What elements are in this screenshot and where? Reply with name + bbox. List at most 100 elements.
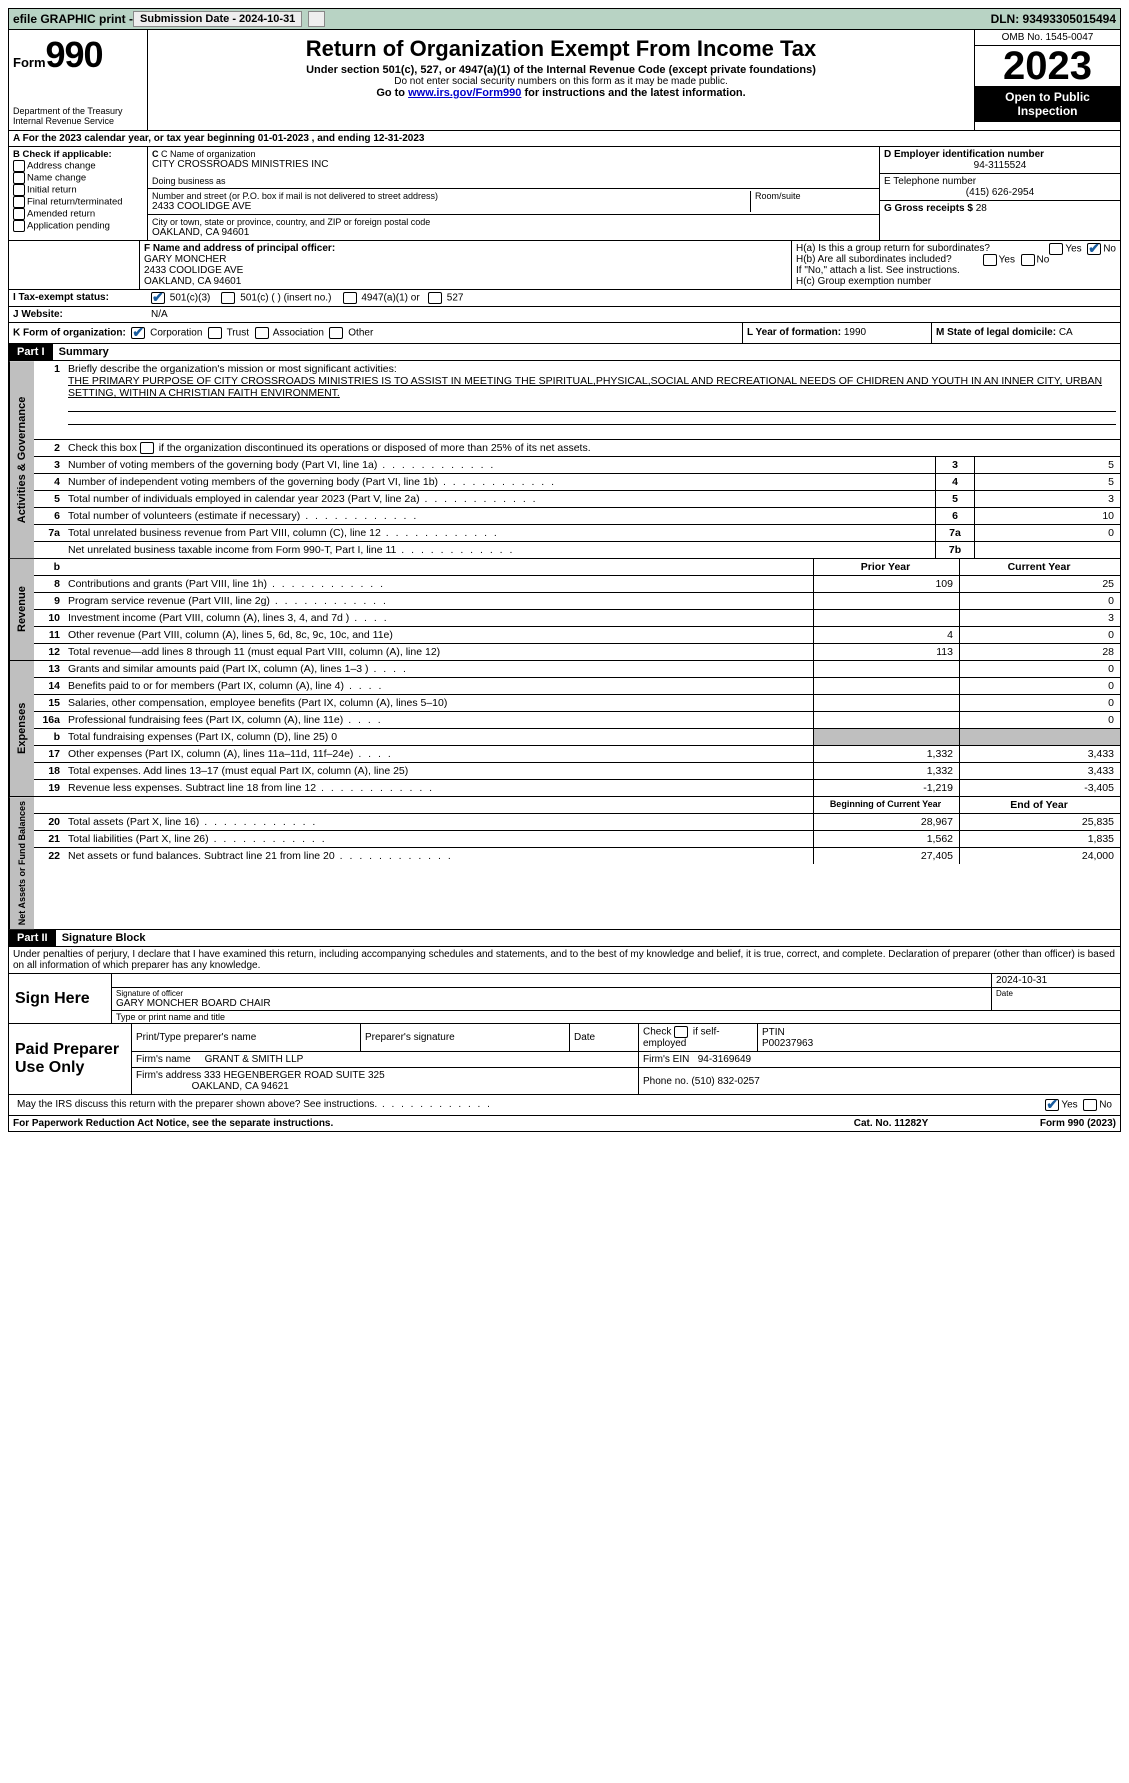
l8-prior: 109 [814, 576, 960, 593]
hb-yes-check[interactable] [983, 254, 997, 266]
l20-label: Total assets (Part X, line 16) [68, 816, 199, 828]
form-990-number: 990 [46, 34, 103, 75]
expenses-table: 13Grants and similar amounts paid (Part … [34, 661, 1120, 796]
date-label: Date [991, 988, 1120, 1010]
self-employed-check[interactable] [674, 1026, 688, 1038]
ha-row: H(a) Is this a group return for subordin… [796, 243, 1116, 254]
submission-date-button[interactable]: Submission Date - 2024-10-31 [133, 11, 302, 27]
box-b-title: B Check if applicable: [13, 149, 143, 160]
sig-officer-label: Signature of officer [116, 989, 987, 998]
l16b-prior-shade [814, 729, 960, 746]
501c3-check[interactable] [151, 292, 165, 304]
irs-link[interactable]: www.irs.gov/Form990 [408, 87, 521, 99]
gross-receipts-label: G Gross receipts $ [884, 203, 973, 214]
mission-text: THE PRIMARY PURPOSE OF CITY CROSSROADS M… [68, 375, 1102, 399]
l6-value: 10 [975, 508, 1121, 525]
opt-address-change[interactable]: Address change [13, 160, 143, 172]
l6-label: Total number of volunteers (estimate if … [68, 510, 300, 522]
l20-begin: 28,967 [814, 814, 960, 831]
form-header: Form990 Department of the Treasury Inter… [8, 30, 1121, 131]
form-footer: Form 990 (2023) [966, 1118, 1116, 1129]
l12-curr: 28 [960, 644, 1121, 661]
net-assets-section: Net Assets or Fund Balances Beginning of… [8, 797, 1121, 930]
opt-name-change[interactable]: Name change [13, 172, 143, 184]
firm-addr1: 333 HEGENBERGER ROAD SUITE 325 [204, 1070, 385, 1081]
l22-label: Net assets or fund balances. Subtract li… [68, 850, 335, 862]
l19-label: Revenue less expenses. Subtract line 18 … [68, 782, 316, 794]
hb-no-check[interactable] [1021, 254, 1035, 266]
opt-application-pending[interactable]: Application pending [13, 220, 143, 232]
self-employed-cell: Check if self-employed [639, 1024, 758, 1052]
sign-here-label: Sign Here [9, 974, 112, 1023]
other-check[interactable] [329, 327, 343, 339]
l16b-value: 0 [331, 731, 337, 743]
l5-label: Total number of individuals employed in … [68, 493, 420, 505]
opt-final-return[interactable]: Final return/terminated [13, 196, 143, 208]
corp-check[interactable] [131, 327, 145, 339]
row-i: I Tax-exempt status: 501(c)(3) 501(c) ( … [8, 290, 1121, 307]
l10-prior [814, 610, 960, 627]
preparer-phone-label: Phone no. [643, 1076, 689, 1087]
revenue-table: bPrior YearCurrent Year 8Contributions a… [34, 559, 1120, 660]
l7b-value [975, 542, 1121, 559]
l21-begin: 1,562 [814, 831, 960, 848]
l19-prior: -1,219 [814, 780, 960, 797]
discuss-yes-check[interactable] [1045, 1099, 1059, 1111]
trust-check[interactable] [208, 327, 222, 339]
501c-check[interactable] [221, 292, 235, 304]
discuss-no-check[interactable] [1083, 1099, 1097, 1111]
city-label: City or town, state or province, country… [152, 217, 875, 227]
l13-prior [814, 661, 960, 678]
city-state-zip: OAKLAND, CA 94601 [152, 227, 875, 238]
l4-value: 5 [975, 474, 1121, 491]
l13-curr: 0 [960, 661, 1121, 678]
box-f: F Name and address of principal officer:… [140, 241, 791, 289]
firm-name-label: Firm's name [136, 1054, 191, 1065]
sign-here-block: Sign Here 2024-10-31 Signature of office… [8, 974, 1121, 1024]
l14-label: Benefits paid to or for members (Part IX… [68, 680, 344, 692]
l15-label: Salaries, other compensation, employee b… [64, 695, 814, 712]
527-check[interactable] [428, 292, 442, 304]
discuss-row: May the IRS discuss this return with the… [8, 1095, 1121, 1116]
l12-prior: 113 [814, 644, 960, 661]
l3-label: Number of voting members of the governin… [68, 459, 377, 471]
l18-curr: 3,433 [960, 763, 1121, 780]
officer-label: F Name and address of principal officer: [144, 243, 335, 254]
assoc-check[interactable] [255, 327, 269, 339]
l9-curr: 0 [960, 593, 1121, 610]
l9-label: Program service revenue (Part VIII, line… [68, 595, 270, 607]
phone-value: (415) 626-2954 [884, 187, 1116, 198]
org-name: CITY CROSSROADS MINISTRIES INC [152, 159, 875, 170]
goto-suffix: for instructions and the latest informat… [521, 87, 745, 99]
ha-yes-check[interactable] [1049, 243, 1063, 255]
ein-label: D Employer identification number [884, 149, 1116, 160]
part1-title: Summary [59, 346, 109, 358]
ha-no-check[interactable] [1087, 243, 1101, 255]
end-year-hdr: End of Year [960, 797, 1121, 814]
section-fh: F Name and address of principal officer:… [8, 241, 1121, 290]
firm-ein-label: Firm's EIN [643, 1054, 689, 1065]
vtab-revenue: Revenue [9, 559, 34, 660]
website-label: J Website: [13, 309, 63, 320]
opt-amended-return[interactable]: Amended return [13, 208, 143, 220]
paid-preparer-block: Paid Preparer Use Only Print/Type prepar… [8, 1024, 1121, 1095]
name-label: C C Name of organization [152, 149, 875, 159]
form-number: Form990 [13, 34, 143, 76]
l2-check[interactable] [140, 442, 154, 454]
street-address: 2433 COOLIDGE AVE [152, 201, 746, 212]
prior-year-hdr: Prior Year [814, 559, 960, 576]
l17-prior: 1,332 [814, 746, 960, 763]
vtab-expenses: Expenses [9, 661, 34, 796]
netassets-table: Beginning of Current YearEnd of Year 20T… [34, 797, 1120, 864]
box-h: H(a) Is this a group return for subordin… [791, 241, 1120, 289]
4947-check[interactable] [343, 292, 357, 304]
firm-addr2: OAKLAND, CA 94621 [192, 1081, 289, 1092]
discuss-text: May the IRS discuss this return with the… [17, 1099, 377, 1110]
blank-button[interactable] [308, 11, 325, 27]
preparer-date-label: Date [570, 1024, 639, 1052]
opt-initial-return[interactable]: Initial return [13, 184, 143, 196]
l20-end: 25,835 [960, 814, 1121, 831]
current-year-hdr: Current Year [960, 559, 1121, 576]
officer-signature: GARY MONCHER BOARD CHAIR [116, 998, 987, 1009]
form-prefix: Form [13, 55, 46, 70]
